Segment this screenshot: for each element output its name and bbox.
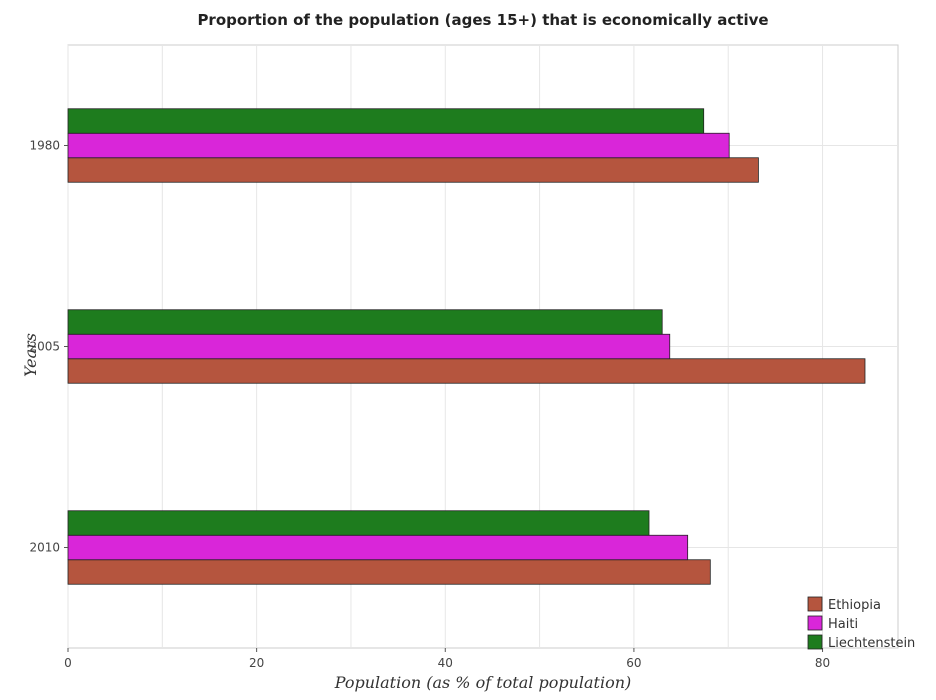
chart-title: Proportion of the population (ages 15+) … xyxy=(197,11,768,29)
legend-swatch-ethiopia xyxy=(807,596,823,612)
bar-liechtenstein-2010 xyxy=(67,510,650,536)
bar-haiti-2005 xyxy=(67,333,671,360)
legend-swatch-haiti xyxy=(807,615,823,631)
bars xyxy=(67,108,866,585)
y-tick-label: 2010 xyxy=(29,541,60,555)
x-tick-label: 0 xyxy=(64,656,72,670)
bar-liechtenstein-2005 xyxy=(67,309,663,335)
x-tick-label: 20 xyxy=(249,656,264,670)
bar-ethiopia-1980 xyxy=(67,157,759,183)
bar-haiti-2010 xyxy=(67,534,689,561)
y-axis-label: Years xyxy=(21,333,40,377)
legend: Ethiopia Haiti Liechtenstein xyxy=(807,596,915,651)
y-tick-label: 2005 xyxy=(29,340,60,354)
x-tick-label: 80 xyxy=(815,656,830,670)
bar-haiti-1980 xyxy=(67,132,730,159)
bar-ethiopia-2010 xyxy=(67,559,711,585)
legend-label-ethiopia: Ethiopia xyxy=(828,598,881,613)
legend-swatch-liechtenstein xyxy=(807,634,823,650)
x-tick-label: 60 xyxy=(626,656,641,670)
axes: 0 20 40 60 80 1980 2005 2010 xyxy=(29,139,830,671)
x-axis-label: Population (as % of total population) xyxy=(334,673,632,692)
legend-label-haiti: Haiti xyxy=(828,617,858,632)
bar-liechtenstein-1980 xyxy=(67,108,705,134)
legend-label-liechtenstein: Liechtenstein xyxy=(828,636,915,651)
y-tick-label: 1980 xyxy=(29,139,60,153)
bar-ethiopia-2005 xyxy=(67,358,866,384)
x-tick-label: 40 xyxy=(438,656,453,670)
